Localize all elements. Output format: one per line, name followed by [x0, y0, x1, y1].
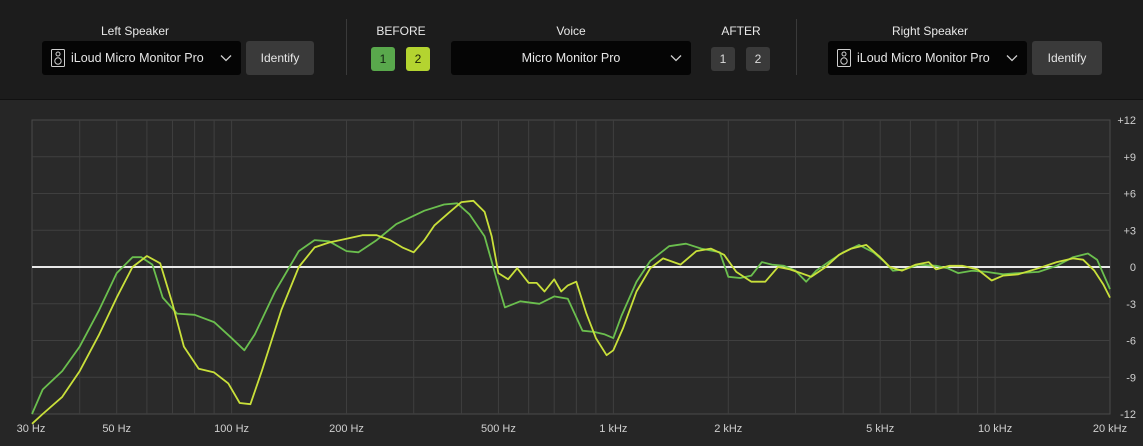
y-tick-label: -3 — [1126, 299, 1136, 311]
x-tick-label: 100 Hz — [214, 423, 249, 435]
left-speaker-value: iLoud Micro Monitor Pro — [71, 51, 204, 65]
chevron-down-icon — [220, 55, 232, 62]
y-tick-label: -6 — [1126, 336, 1136, 348]
left-speaker-select[interactable]: iLoud Micro Monitor Pro — [42, 41, 241, 75]
voice-title: Voice — [556, 24, 586, 38]
y-tick-label: +6 — [1123, 189, 1136, 201]
x-tick-label: 50 Hz — [102, 423, 131, 435]
right-speaker-title: Right Speaker — [891, 24, 969, 38]
before-2-button[interactable]: 2 — [406, 47, 430, 71]
response-curve-2 — [31, 199, 1111, 425]
voice-select[interactable]: Micro Monitor Pro — [451, 41, 691, 75]
after-2-button[interactable]: 2 — [746, 47, 770, 71]
before-1-button[interactable]: 1 — [371, 47, 395, 71]
x-tick-label: 30 Hz — [17, 423, 46, 435]
x-tick-label: 5 kHz — [866, 423, 894, 435]
chevron-down-icon — [670, 55, 682, 62]
right-speaker-value: iLoud Micro Monitor Pro — [857, 51, 990, 65]
x-tick-label: 1 kHz — [599, 423, 627, 435]
x-tick-label: 10 kHz — [978, 423, 1012, 435]
left-speaker-title: Left Speaker — [100, 24, 170, 38]
y-tick-label: -9 — [1126, 372, 1136, 384]
right-speaker-select[interactable]: iLoud Micro Monitor Pro — [828, 41, 1027, 75]
y-tick-label: +12 — [1117, 115, 1136, 127]
after-title: AFTER — [721, 24, 761, 38]
response-curve-1 — [31, 202, 1111, 415]
y-tick-label: 0 — [1130, 262, 1136, 274]
voice-value: Micro Monitor Pro — [521, 51, 621, 65]
chevron-down-icon — [1006, 55, 1018, 62]
separator — [796, 19, 797, 75]
x-tick-label: 20 kHz — [1093, 423, 1127, 435]
speaker-icon — [51, 49, 65, 67]
separator — [346, 19, 347, 75]
frequency-response-chart: 30 Hz 50 Hz 100 Hz 200 Hz 500 Hz 1 kHz 2 kHz 5 … — [17, 115, 1136, 435]
right-identify-button[interactable]: Identify — [1032, 41, 1102, 75]
after-1-button[interactable]: 1 — [711, 47, 735, 71]
x-tick-label: 500 Hz — [481, 423, 516, 435]
y-tick-label: +9 — [1123, 152, 1136, 164]
toolbar: Left Speaker iLoud Micro Monitor Pro Ide… — [0, 0, 1143, 100]
left-identify-button[interactable]: Identify — [246, 41, 314, 75]
y-tick-label: -12 — [1120, 409, 1136, 421]
x-tick-label: 200 Hz — [329, 423, 364, 435]
y-tick-label: +3 — [1123, 225, 1136, 237]
x-tick-label: 2 kHz — [714, 423, 742, 435]
speaker-icon — [837, 49, 851, 67]
before-title: BEFORE — [376, 24, 426, 38]
